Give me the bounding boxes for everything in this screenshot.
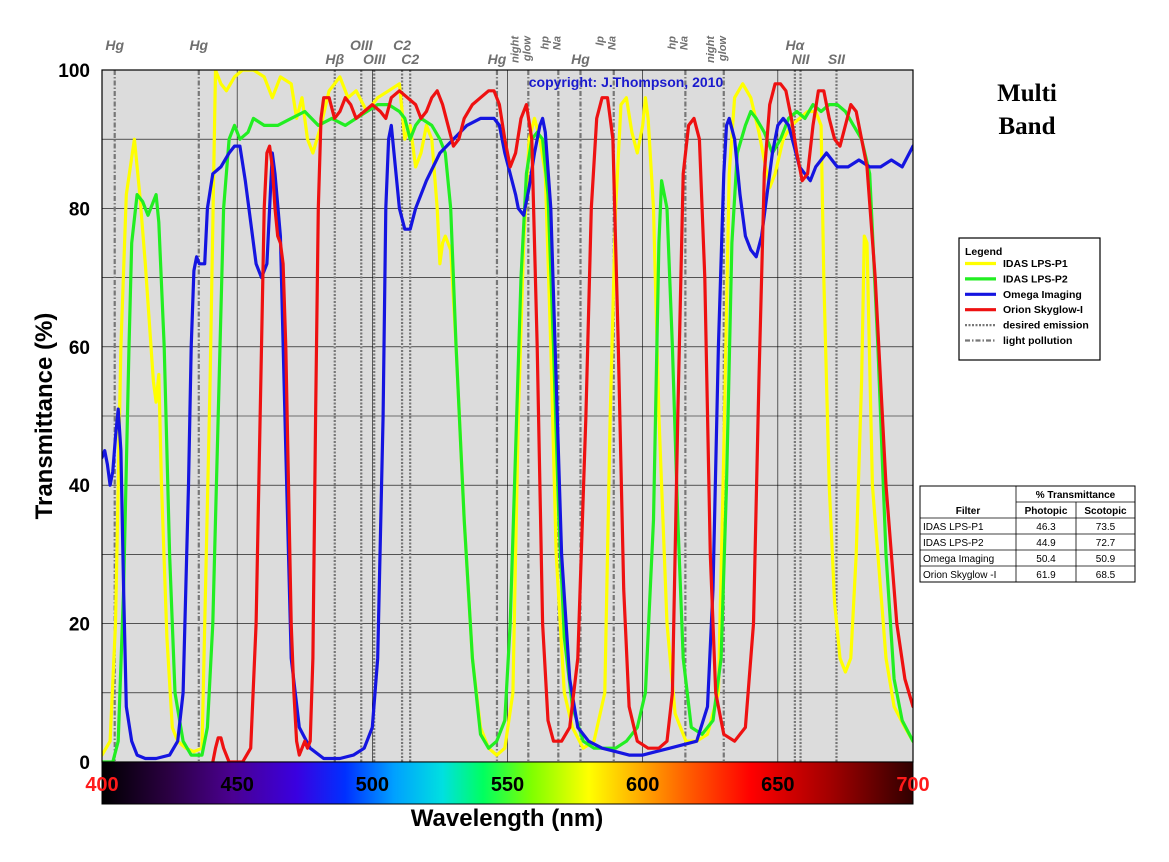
legend-entries: IDAS LPS-P1 IDAS LPS-P2 Omega Imaging Orion… [965,258,1089,347]
spectrum-bar [102,762,913,804]
emission-line-label: OIII [363,51,387,67]
emission-line-label: lp [595,36,607,46]
y-tick-labels: 0 20 40 60 80 100 [58,61,90,774]
table-group-header: % Transmittance [1036,490,1116,501]
emission-line-label: Hg [189,37,208,53]
legend-title: Legend [965,246,1002,258]
legend-entry: Omega Imaging [1003,289,1082,301]
table-value: 72.7 [1096,538,1116,549]
table-filter-name: IDAS LPS-P1 [923,522,984,533]
legend-entry: IDAS LPS-P2 [1003,273,1068,285]
y-axis-title: Transmittance (%) [31,313,58,520]
x-tick-label: 500 [356,774,389,796]
legend-box [958,237,1101,361]
series-line [211,82,913,762]
table-value: 50.4 [1036,554,1056,565]
series-line [102,116,913,761]
y-tick-label: 20 [69,615,90,636]
series-curves [102,70,913,762]
side-title-line-1: Multi [997,80,1057,107]
emission-line-label: OIII [350,37,374,53]
grid-lines [102,70,913,762]
emission-line-label: glow [521,35,533,62]
emission-line-label: Hg [488,51,507,67]
emission-line-label: Na [551,36,563,50]
emission-line-label: Na [607,36,619,50]
emission-line-label: NII [792,51,811,67]
x-tick-label: 400 [85,774,118,796]
emission-line-label: Hα [785,37,805,53]
x-tick-label: 550 [491,774,524,796]
series-line [102,103,913,762]
y-tick-label: 40 [69,476,90,497]
emission-line-label: night [705,35,717,63]
y-tick-label: 100 [58,61,90,82]
x-tick-labels: 400 450 500 550 600 650 700 [85,774,929,796]
emission-line-label: SII [828,51,846,67]
x-tick-label: 600 [626,774,659,796]
table-column-header: Photopic [1025,506,1068,517]
emission-line-label: Hg [571,51,590,67]
table-filter-name: IDAS LPS-P2 [923,538,984,549]
spectrum-bar-frame [101,761,914,805]
emission-line-label: hp [666,36,678,50]
emission-line-label: glow [717,35,729,62]
x-tick-label: 650 [761,774,794,796]
emission-line-label: C2 [401,51,419,67]
table-column-header: Filter [956,506,981,517]
emission-line-label: night [509,35,521,63]
y-tick-label: 80 [69,199,90,220]
x-tick-label: 700 [896,774,929,796]
legend-entry: light pollution [1003,335,1072,347]
copyright-note: copyright: J.Thompson, 2010 [529,74,724,90]
table-filter-name: Omega Imaging [923,554,994,565]
x-tick-label: 450 [220,774,253,796]
x-axis-title: Wavelength (nm) [411,805,603,832]
table-value: 73.5 [1096,522,1116,533]
legend-entry: IDAS LPS-P1 [1003,258,1068,270]
legend: Legend IDAS LPS-P1 IDAS LPS-P2 Omega Imagi… [958,237,1101,361]
emission-line-label: C2 [393,37,411,53]
table-value: 68.5 [1096,570,1116,581]
transmittance-table: % Transmittance Filter Photopic Scotopic IDA… [919,485,1136,583]
side-title-line-2: Band [999,113,1056,140]
legend-entry: Orion Skyglow-I [1003,304,1083,316]
table-value: 50.9 [1096,554,1116,565]
table-value: 61.9 [1036,570,1056,581]
emission-line-label: hp [539,36,551,50]
emission-line-label: Na [678,36,690,50]
emission-line-label: Hβ [325,51,344,67]
y-tick-label: 60 [69,338,90,359]
table-column-header: Scotopic [1084,506,1127,517]
table-value: 44.9 [1036,538,1056,549]
table-value: 46.3 [1036,522,1056,533]
legend-entry: desired emission [1003,320,1089,332]
table-filter-name: Orion Skyglow -I [923,570,996,581]
y-tick-label: 0 [79,753,90,774]
emission-line-label: Hg [105,37,124,53]
